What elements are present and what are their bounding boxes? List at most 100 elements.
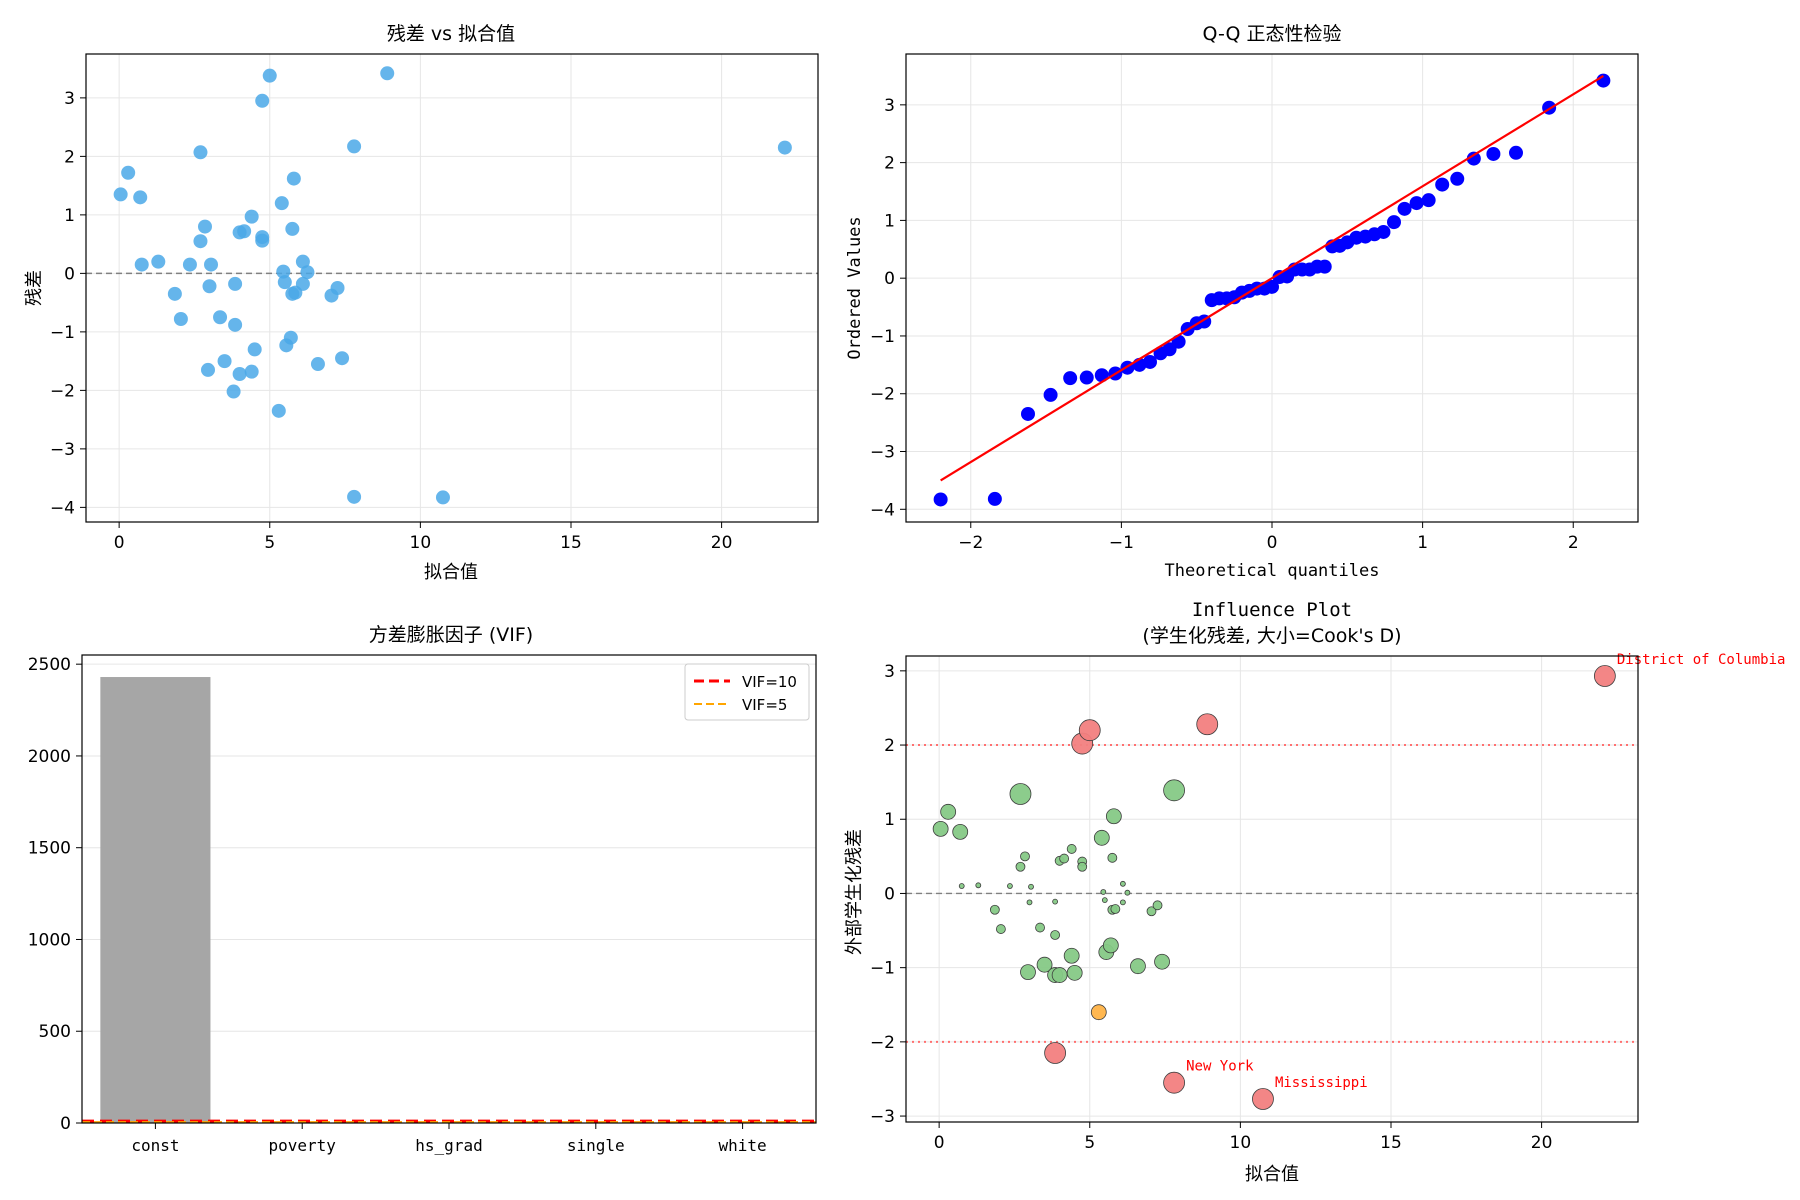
vif-category-label: white xyxy=(719,1136,767,1155)
y-tick-label: −2 xyxy=(870,1033,895,1053)
residual-point xyxy=(347,489,362,504)
y-tick-label: −3 xyxy=(870,1107,895,1127)
qq-title: Q-Q 正态性检验 xyxy=(1202,23,1341,45)
qq-point xyxy=(987,491,1002,506)
qq-point xyxy=(1079,370,1094,385)
residuals-title: 残差 vs 拟合值 xyxy=(387,23,515,45)
influence-point xyxy=(1163,779,1185,802)
residual-point xyxy=(777,140,792,155)
influence-point xyxy=(1044,1042,1067,1064)
residual-point xyxy=(226,384,241,399)
y-tick-label: −3 xyxy=(870,443,895,463)
x-tick-label: 15 xyxy=(560,533,582,553)
influence-point xyxy=(1051,967,1068,983)
residual-point xyxy=(255,93,270,108)
influence-point xyxy=(1119,899,1126,906)
y-tick-label: 2500 xyxy=(28,655,71,675)
residual-point xyxy=(276,264,291,279)
influence-point xyxy=(1059,853,1070,864)
influence-point xyxy=(1007,883,1013,889)
x-tick-label: −2 xyxy=(958,533,983,553)
influence-point xyxy=(952,823,969,840)
y-tick-label: 0 xyxy=(60,1114,71,1134)
residual-point xyxy=(173,312,188,327)
residual-point xyxy=(274,196,289,211)
vif10-legend-label: VIF=10 xyxy=(742,673,797,691)
qq-point xyxy=(1397,201,1412,216)
residual-point xyxy=(247,342,262,357)
x-tick-label: 20 xyxy=(711,533,733,553)
influence-point xyxy=(1036,956,1053,973)
residual-point xyxy=(285,221,300,236)
residual-point xyxy=(244,209,259,224)
residual-point xyxy=(295,276,310,291)
y-tick-label: 3 xyxy=(884,662,895,682)
residual-point xyxy=(228,276,243,291)
residual-point xyxy=(232,366,247,381)
vif-category-label: single xyxy=(567,1136,625,1155)
y-tick-label: 1000 xyxy=(28,930,71,950)
influence-point xyxy=(1015,861,1026,872)
y-tick-label: −4 xyxy=(50,498,75,518)
influence-point xyxy=(1119,880,1126,887)
residual-point xyxy=(244,364,259,379)
residual-point xyxy=(286,171,301,186)
y-tick-label: 2 xyxy=(64,147,75,167)
influence-point xyxy=(1020,851,1030,862)
residual-point xyxy=(300,265,315,280)
y-tick-label: 3 xyxy=(64,89,75,109)
residual-point xyxy=(134,257,149,272)
residual-point xyxy=(277,275,292,290)
influence-point xyxy=(1107,852,1118,863)
influence-point xyxy=(1154,953,1170,970)
y-tick-label: 2 xyxy=(884,154,895,174)
x-tick-label: 5 xyxy=(1084,1133,1095,1153)
influence-point xyxy=(1077,861,1088,872)
y-tick-label: −2 xyxy=(870,385,895,405)
axes-frame xyxy=(905,655,1639,1123)
influence-annotation: Mississippi xyxy=(1275,1075,1368,1091)
y-tick-label: −2 xyxy=(50,381,75,401)
y-tick-label: 500 xyxy=(39,1022,71,1042)
residual-point xyxy=(380,66,395,81)
vif-legend: VIF=10 VIF=5 xyxy=(684,663,810,721)
influence-point xyxy=(1052,898,1059,905)
residual-point xyxy=(435,490,450,505)
influence-annotation: District of Columbia xyxy=(1617,652,1786,668)
qq-point xyxy=(1596,73,1611,88)
qq-point xyxy=(933,492,948,507)
residual-point xyxy=(335,351,350,366)
y-tick-label: −1 xyxy=(50,323,75,343)
qq-point xyxy=(1021,406,1035,421)
residual-point xyxy=(121,165,136,180)
y-tick-label: 0 xyxy=(64,264,75,284)
y-tick-label: 2 xyxy=(884,736,895,756)
influence-point xyxy=(1101,897,1108,904)
influence-ylabel: 外部学生化残差 xyxy=(844,829,865,955)
influence-point xyxy=(1050,930,1061,940)
qq-ylabel: Ordered Values xyxy=(845,216,865,359)
influence-point xyxy=(932,820,949,837)
y-tick-label: 1 xyxy=(884,211,895,231)
residual-point xyxy=(283,330,298,345)
influence-point xyxy=(1093,829,1110,846)
qq-point xyxy=(1450,171,1465,186)
y-tick-label: 0 xyxy=(884,269,895,289)
x-tick-label: −1 xyxy=(1109,533,1134,553)
residual-point xyxy=(133,190,148,205)
influence-point xyxy=(1146,906,1157,917)
influence-title-line2: (学生化残差, 大小=Cook's D) xyxy=(1142,625,1401,647)
residuals-xlabel: 拟合值 xyxy=(424,562,478,583)
influence-point xyxy=(1026,899,1033,906)
residual-point xyxy=(197,219,212,234)
y-tick-label: 1 xyxy=(884,810,895,830)
influence-point xyxy=(1063,947,1080,964)
residual-point xyxy=(182,257,197,272)
qq-point xyxy=(1466,151,1481,166)
residual-point xyxy=(202,279,217,294)
residuals-plot-area: 0 5 10 15 20 −4 −3 −2 −1 0 1 2 3 xyxy=(50,53,819,553)
influence-xlabel: 拟合值 xyxy=(1245,1164,1299,1185)
y-tick-label: −4 xyxy=(870,500,895,520)
qq-point xyxy=(1171,334,1186,349)
